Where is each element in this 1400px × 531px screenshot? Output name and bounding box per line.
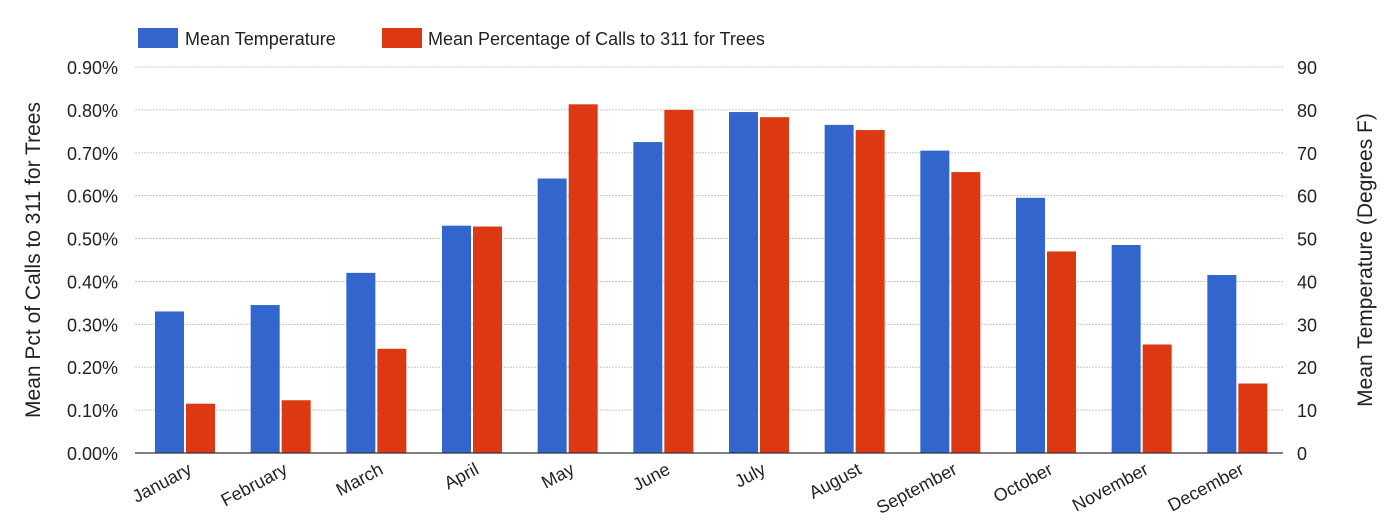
right-tick-label: 50 — [1297, 230, 1317, 250]
bar-temperature — [1207, 275, 1237, 453]
left-tick-label: 0.00% — [67, 444, 118, 464]
bar-calls — [473, 226, 502, 453]
bar-calls — [664, 109, 694, 453]
x-tick-label: August — [806, 459, 865, 503]
left-tick-label: 0.10% — [67, 401, 118, 421]
legend-swatch-calls — [382, 28, 422, 48]
right-axis-title: Mean Temperature (Degrees F) — [1354, 113, 1377, 407]
gridlines — [135, 66, 1283, 411]
x-axis-labels: January February March April May June July Augu… — [129, 459, 1247, 518]
right-tick-label: 0 — [1297, 444, 1307, 464]
right-tick-label: 70 — [1297, 144, 1317, 164]
left-tick-label: 0.90% — [67, 58, 118, 78]
bar-calls — [1142, 344, 1172, 453]
bar-temperature — [442, 225, 471, 453]
x-tick-label: September — [873, 459, 960, 518]
right-tick-label: 90 — [1297, 58, 1317, 78]
right-tick-label: 10 — [1297, 401, 1317, 421]
left-tick-label: 0.60% — [67, 187, 118, 207]
right-tick-label: 60 — [1297, 187, 1317, 207]
left-tick-label: 0.40% — [67, 272, 118, 292]
x-tick-label: December — [1165, 459, 1248, 516]
left-tick-label: 0.70% — [67, 144, 118, 164]
left-axis-title: Mean Pct of Calls to 311 for Trees — [22, 102, 45, 418]
bar-temperature — [729, 112, 758, 454]
right-tick-label: 30 — [1297, 315, 1317, 335]
bar-calls — [855, 130, 885, 453]
left-axis-ticks: 0.00% 0.10% 0.20% 0.30% 0.40% 0.50% 0.60% 0.70%… — [67, 58, 118, 464]
bar-temperature — [155, 311, 184, 453]
x-tick-label: May — [538, 459, 577, 493]
right-tick-label: 80 — [1297, 101, 1317, 121]
left-tick-label: 0.50% — [67, 230, 118, 250]
bar-calls — [760, 117, 789, 454]
legend-label-temperature: Mean Temperature — [185, 29, 336, 49]
bar-temperature — [633, 142, 663, 454]
right-axis-ticks: 0 10 20 30 40 50 60 70 80 90 — [1297, 58, 1317, 464]
x-tick-label: February — [218, 459, 291, 510]
bar-calls — [951, 172, 981, 454]
x-tick-label: November — [1069, 459, 1152, 516]
bar-temperature — [824, 124, 854, 454]
bar-calls — [1238, 383, 1268, 453]
x-tick-label: March — [333, 459, 387, 500]
right-tick-label: 40 — [1297, 272, 1317, 292]
bars — [155, 104, 1268, 454]
bar-temperature — [537, 178, 567, 453]
left-tick-label: 0.20% — [67, 358, 118, 378]
bar-temperature — [1111, 244, 1141, 453]
bar-calls — [568, 104, 598, 454]
x-tick-label: October — [990, 459, 1056, 507]
legend-label-calls: Mean Percentage of Calls to 311 for Tree… — [428, 29, 765, 49]
left-tick-label: 0.30% — [67, 315, 118, 335]
left-tick-label: 0.80% — [67, 101, 118, 121]
bar-calls — [1047, 251, 1076, 453]
legend-swatch-temperature — [138, 28, 178, 48]
bar-temperature — [346, 272, 376, 453]
bar-temperature — [1016, 197, 1045, 453]
bar-temperature — [250, 305, 280, 453]
bar-calls — [377, 348, 407, 453]
bar-temperature — [920, 150, 950, 453]
x-tick-label: April — [441, 459, 482, 494]
legend: Mean Temperature Mean Percentage of Call… — [138, 28, 765, 49]
right-tick-label: 20 — [1297, 358, 1317, 378]
bar-calls — [281, 400, 311, 453]
bar-calls — [186, 403, 215, 453]
x-tick-label: July — [731, 459, 769, 492]
x-tick-label: January — [129, 459, 195, 507]
x-tick-label: June — [629, 459, 673, 495]
